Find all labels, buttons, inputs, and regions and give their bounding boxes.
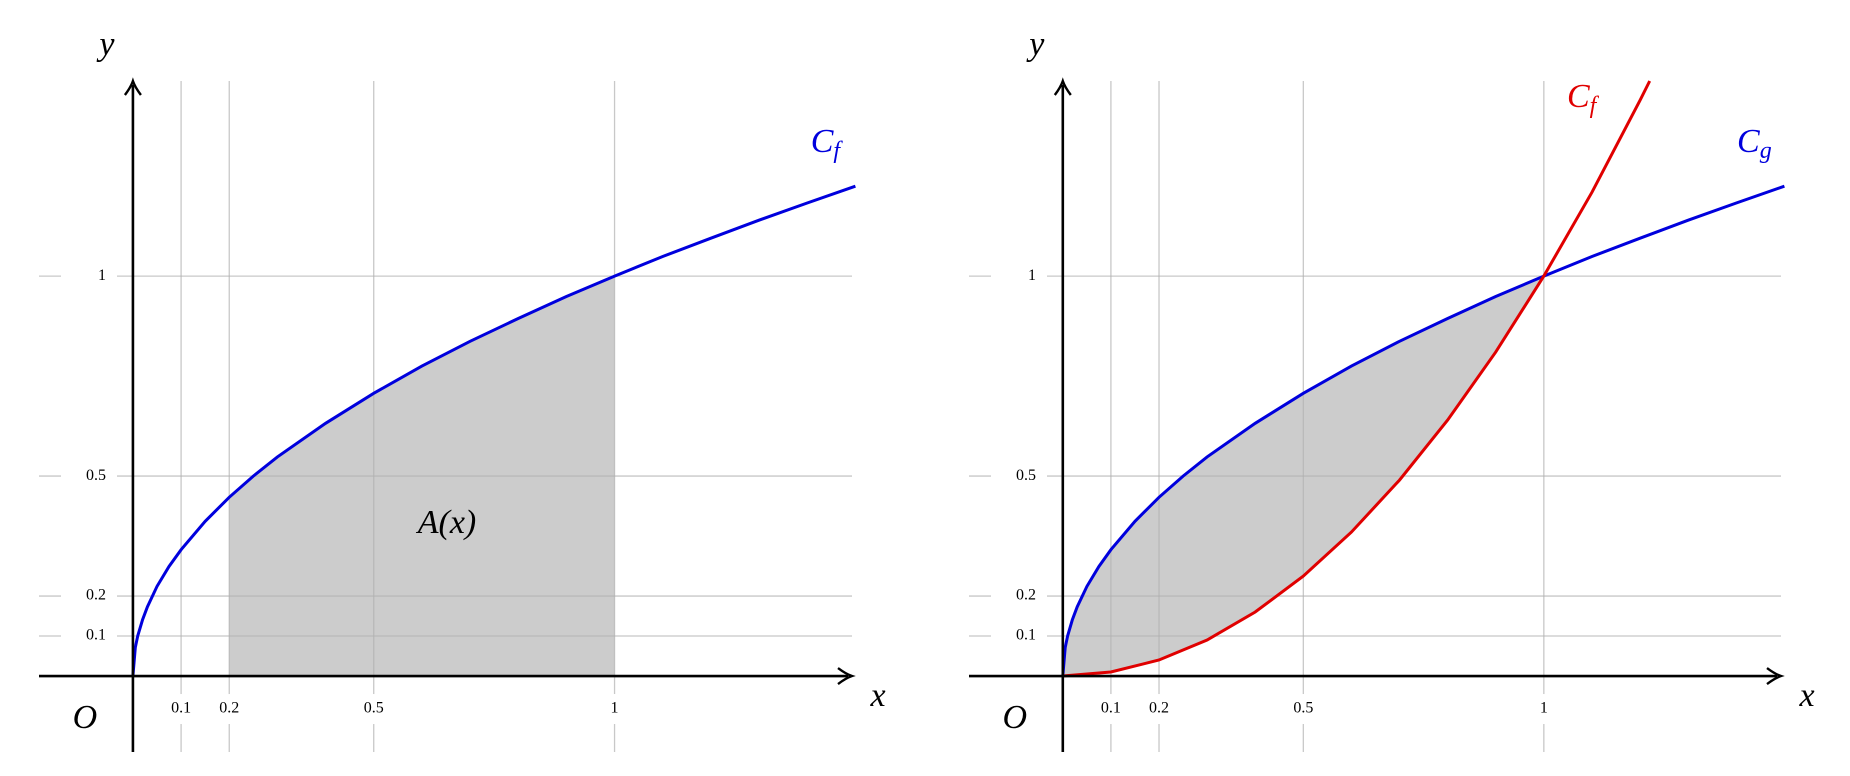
origin-label: O (73, 699, 98, 736)
curve (1061, 184, 1785, 677)
curve-label: Cf (811, 123, 844, 164)
label-backing (61, 627, 117, 646)
label-backing (991, 267, 1047, 286)
y-arrow (1053, 77, 1072, 96)
y-tick-label: 0.5 (1016, 467, 1036, 484)
y-tick-label: 0.1 (86, 627, 106, 644)
y-tick-label: 0.2 (1016, 587, 1036, 604)
label-backing (1145, 694, 1174, 725)
label-backing (600, 694, 629, 725)
x-tick-label: 0.1 (1101, 700, 1121, 717)
label-backing (1096, 694, 1125, 725)
y-tick-label: 1 (98, 267, 106, 284)
x-tick-label: 0.5 (364, 700, 384, 717)
label-backing (1529, 694, 1558, 725)
label-backing (1289, 694, 1318, 725)
x-tick-label: 1 (611, 700, 619, 717)
label-backing (991, 627, 1047, 646)
y-tick-label: 0.1 (1016, 627, 1036, 644)
label-backing (359, 694, 388, 725)
curve-label: Cf (1567, 78, 1600, 119)
x-tick-label: 0.5 (1293, 700, 1313, 717)
chart: 0.1 0.2 0.5 1 0.1 0.2 0.5 1 Cg Cf x y O (969, 26, 1815, 752)
curve-label: Cg (1737, 123, 1772, 164)
chart: 0.1 0.2 0.5 1 0.1 0.2 0.5 1 Cf x y O A(x) (39, 26, 886, 752)
y-tick-label: 1 (1028, 267, 1036, 284)
x-axis-label: x (1798, 677, 1814, 714)
y-axis-label: y (96, 26, 115, 63)
y-tick-label: 0.5 (86, 467, 106, 484)
x-tick-label: 0.2 (219, 700, 239, 717)
x-arrow (837, 667, 856, 685)
y-tick-label: 0.2 (86, 587, 106, 604)
area-annotation: A(x) (416, 504, 477, 541)
label-backing (61, 587, 117, 606)
y-arrow (123, 77, 142, 96)
label-backing (61, 267, 117, 286)
label-backing (167, 694, 196, 725)
curve (1062, 80, 1652, 678)
x-tick-label: 0.1 (171, 700, 191, 717)
label-backing (991, 587, 1047, 606)
x-axis-label: x (869, 677, 885, 714)
x-arrow (1766, 667, 1785, 685)
origin-label: O (1003, 699, 1028, 736)
x-tick-label: 0.2 (1149, 700, 1169, 717)
label-backing (991, 467, 1047, 486)
label-backing (215, 694, 244, 725)
y-axis-label: y (1026, 26, 1045, 63)
curve (131, 184, 856, 677)
x-tick-label: 1 (1540, 700, 1548, 717)
label-backing (61, 467, 117, 486)
